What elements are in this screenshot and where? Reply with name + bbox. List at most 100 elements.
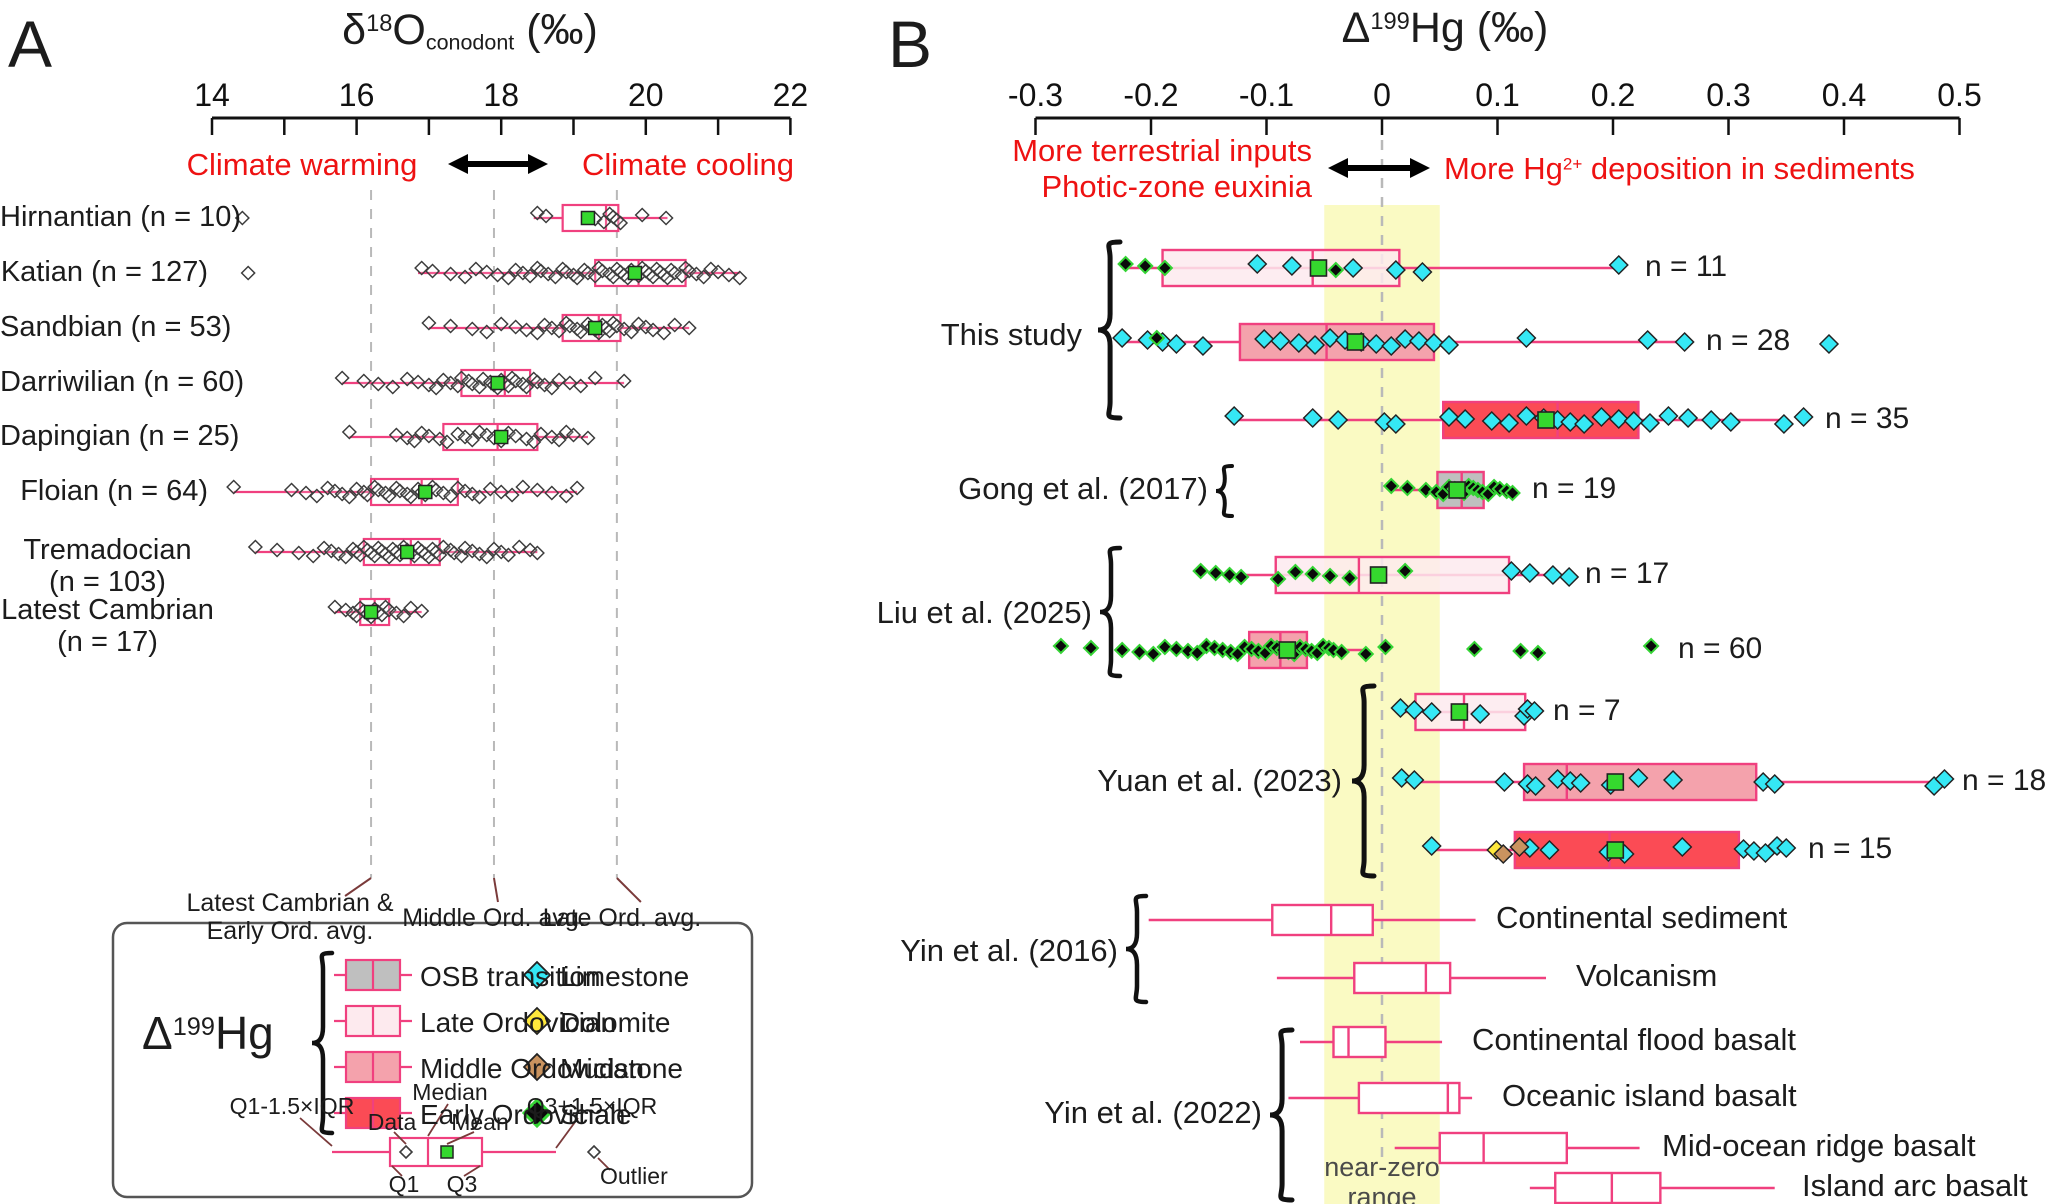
limestone-point-1-8 — [1304, 334, 1326, 356]
terrestrial-inputs-label: More terrestrial inputs — [1012, 133, 1312, 168]
boxplot-b-box-12 — [1357, 1081, 1461, 1115]
axis-a-tick-label-2: 18 — [483, 77, 519, 113]
axis-b-tick-label-4: 0.1 — [1475, 77, 1519, 113]
data-point-a-5-10 — [359, 487, 376, 503]
data-point-a-4-17 — [518, 431, 535, 447]
data-point-a-4-3 — [406, 433, 423, 449]
data-point-a-5-31 — [493, 484, 509, 500]
brace-gong-2017 — [1215, 464, 1234, 518]
limestone-point-8-10 — [1776, 837, 1797, 859]
mean-marker-b-0 — [1309, 259, 1328, 277]
data-point-a-0-8 — [634, 207, 650, 223]
shale-point-5-3 — [1131, 643, 1148, 661]
data-point-a-5-3 — [309, 488, 325, 504]
data-point-a-1-4 — [468, 261, 484, 277]
shale-point-4-8 — [1341, 569, 1359, 587]
data-point-a-2-30 — [667, 317, 683, 333]
panel-a-title: δ18Oconodont (‰) — [250, 6, 690, 54]
row-label-tremadocian-line1: Tremadocian — [23, 534, 192, 566]
legend-hg-sup: 199 — [172, 1013, 215, 1042]
mean-marker-b-3 — [1448, 481, 1466, 499]
data-point-a-2-6 — [518, 322, 535, 338]
limestone-point-0-5 — [1608, 254, 1629, 276]
data-point-a-1-50 — [721, 267, 737, 283]
data-point-a-2-14 — [573, 324, 589, 340]
axis-b-tick-label-0: -0.3 — [1008, 77, 1063, 113]
data-point-a-4-11 — [471, 424, 488, 440]
mean-marker-a-0 — [580, 210, 596, 226]
shale-point-5-30 — [1333, 643, 1350, 661]
data-point-a-5-6 — [334, 486, 350, 502]
shale-point-4-9 — [1396, 562, 1414, 580]
axis-b-tick-label-7: 0.4 — [1822, 77, 1866, 113]
axis-b-tick-label-6: 0.3 — [1706, 77, 1750, 113]
data-point-a-2-23 — [609, 318, 625, 334]
title-a-base2: O — [392, 6, 426, 54]
data-point-a-6-41 — [486, 541, 502, 557]
group-label-gong-2017: Gong et al. (2017) — [958, 471, 1208, 506]
shale-point-0-3 — [1327, 261, 1345, 279]
data-point-a-6-7 — [338, 549, 354, 565]
group-label-yuan-2023: Yuan et al. (2023) — [1097, 763, 1342, 798]
limestone-point-2-4 — [1385, 413, 1406, 435]
data-point-a-6-0 — [247, 539, 263, 555]
panel-b-title: Δ199Hg (‰) — [1245, 4, 1645, 52]
hg-deposition-sup: 2+ — [1562, 154, 1583, 174]
brace-yin-2016 — [1125, 893, 1149, 1005]
data-point-a-6-5 — [323, 543, 339, 559]
limestone-point-2-20 — [1701, 409, 1722, 431]
climate-arrow-left-head — [448, 154, 468, 174]
data-point-a-3-30 — [551, 372, 567, 388]
data-point-a-6-46 — [529, 545, 545, 561]
data-point-a-3-1 — [356, 373, 372, 389]
limestone-point-7-9 — [1628, 767, 1649, 789]
data-point-a-6-4 — [316, 540, 332, 556]
boxplot-b-box-0 — [1161, 248, 1401, 288]
data-point-a-4-10 — [464, 432, 480, 448]
data-point-a-6-39 — [471, 546, 488, 562]
data-point-a-2-1 — [443, 318, 459, 334]
data-point-a-5-4 — [320, 480, 336, 496]
row-label-tremadocian-line2: (n = 103) — [49, 566, 166, 599]
anatomy-mean-square — [440, 1145, 454, 1159]
legend-item-osb: OSB transition — [420, 961, 601, 992]
group-label-liu-2025: Liu et al. (2025) — [876, 595, 1092, 630]
near-zero-line1: near-zero — [1324, 1152, 1440, 1182]
ref-label-early-ord-avg-line1: Latest Cambrian & — [186, 889, 394, 917]
limestone-point-2-23 — [1793, 406, 1814, 428]
legend-hg-base2: Hg — [214, 1007, 274, 1059]
ref-connector-0 — [344, 877, 372, 897]
shale-point-4-3 — [1232, 568, 1250, 586]
data-point-a-5-24 — [435, 485, 451, 501]
data-point-a-2-3 — [479, 324, 495, 340]
limestone-point-1-5 — [1254, 328, 1275, 350]
data-point-a-2-7 — [529, 325, 545, 341]
mean-marker-b-2 — [1537, 411, 1555, 429]
data-point-a-2-25 — [623, 324, 639, 340]
limestone-point-4-1 — [1519, 562, 1540, 584]
anatomy-data-diamond — [398, 1144, 414, 1160]
group-label-this-study: This study — [940, 317, 1082, 352]
data-point-a-7-0 — [327, 599, 343, 615]
legend-hg-label: Δ199Hg — [142, 1007, 274, 1060]
limestone-point-2-7 — [1481, 410, 1502, 432]
data-point-a-4-7 — [439, 434, 455, 450]
shale-point-5-33 — [1465, 640, 1483, 658]
data-point-a-6-2 — [291, 545, 307, 561]
axis-b-tick-label-8: 0.5 — [1937, 77, 1981, 113]
ref-label-late-ord-avg: Late Ord. avg. — [542, 904, 702, 932]
data-point-a-1-45 — [681, 263, 697, 279]
n-label-17: n = 17 — [1585, 557, 1670, 590]
shale-point-4-0 — [1192, 562, 1210, 580]
row-label-dapingian: Dapingian (n = 25) — [0, 420, 240, 452]
axis-b-tick-label-3: 0 — [1373, 77, 1391, 113]
data-point-a-3-15 — [475, 371, 491, 387]
ref-connector-1 — [492, 877, 499, 903]
data-point-a-0-1 — [538, 208, 554, 224]
limestone-point-2-0 — [1224, 405, 1245, 427]
legend-diamond-limestone — [522, 960, 552, 990]
row-label-floian: Floian (n = 64) — [20, 475, 208, 507]
limestone-point-6-2 — [1421, 701, 1442, 723]
data-point-a-1-14 — [547, 269, 563, 285]
